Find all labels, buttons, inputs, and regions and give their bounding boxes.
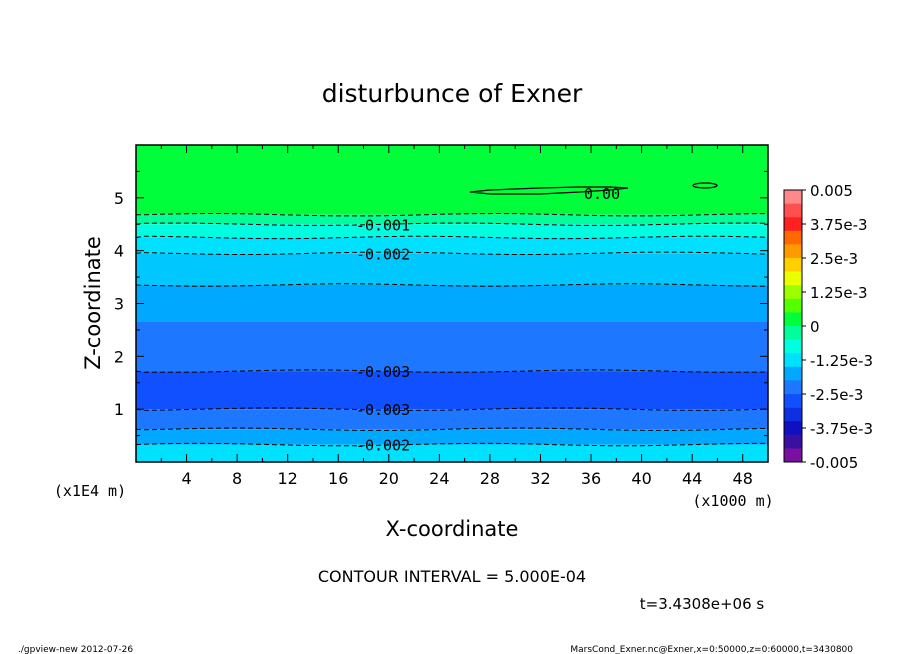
y-axis-ticks: 1 2 3 4 5 <box>114 170 768 437</box>
colorbar-swatch <box>784 448 802 463</box>
color-band <box>136 371 768 410</box>
x-axis-label: X-coordinate <box>386 517 519 541</box>
colorbar-label: 2.5e-3 <box>810 250 858 268</box>
contour-lines: -0.001 -0.002 -0.003 -0.003 -0.002 <box>135 212 769 455</box>
colorbar-swatch <box>784 271 802 286</box>
x-axis-unit: (x1000 m) <box>692 492 773 510</box>
footer-right: MarsCond_Exner.nc@Exner,x=0:50000,z=0:60… <box>570 645 853 654</box>
zero-contour-loop <box>692 182 718 189</box>
contour-line <box>135 407 769 411</box>
contour-label: -0.002 <box>356 245 410 263</box>
colorbar-swatch <box>784 421 802 436</box>
x-axis-ticks: 4 8 12 16 20 24 28 32 36 40 44 48 <box>160 145 769 488</box>
zero-contour-label: 0.00 <box>584 185 620 203</box>
y-tick-label: 3 <box>114 295 124 314</box>
y-axis-unit: (x1E4 m) <box>54 482 126 500</box>
color-band <box>136 253 768 286</box>
plot-area: -0.001-0.002-0.003-0.003-0.002 0.00 4 8 12… <box>114 144 769 488</box>
colorbar-labels: 0.005 3.75e-3 2.5e-3 1.25e-3 0 -1.25e-3 -2.5e-… <box>802 182 873 472</box>
colorbar-swatch <box>784 353 802 368</box>
x-tick-label: 16 <box>328 469 348 488</box>
y-axis-label: Z-coordinate <box>81 236 105 370</box>
contour-line <box>135 369 769 373</box>
color-band <box>136 285 768 322</box>
colorbar-swatch <box>784 244 802 259</box>
colorbar-label: 1.25e-3 <box>810 284 868 302</box>
x-tick-label: 36 <box>581 469 601 488</box>
colorbar-swatch <box>784 312 802 327</box>
y-tick-label: 1 <box>114 400 124 419</box>
contour-label: -0.001 <box>356 216 410 234</box>
color-band <box>136 145 768 215</box>
x-tick-label: 28 <box>480 469 500 488</box>
colorbar-swatch <box>784 407 802 422</box>
x-tick-label: 4 <box>181 469 191 488</box>
colorbar-swatch <box>784 258 802 272</box>
x-tick-label: 8 <box>232 469 242 488</box>
zero-contour-line <box>469 186 629 195</box>
colorbar-swatches <box>784 190 802 463</box>
contour-line <box>135 222 769 226</box>
x-tick-label: 44 <box>682 469 702 488</box>
contour-line <box>135 251 769 255</box>
color-band <box>136 237 768 254</box>
time-text: t=3.4308e+06 s <box>640 595 765 613</box>
colorbar-label: 3.75e-3 <box>810 216 868 234</box>
colorbar-label: -2.5e-3 <box>810 386 863 404</box>
colorbar-swatch <box>784 298 802 313</box>
contour-line <box>135 427 769 431</box>
footer-left: ./gpview-new 2012-07-26 <box>18 645 133 654</box>
colorbar-swatch <box>784 203 802 218</box>
contour-label: -0.003 <box>356 401 410 419</box>
colorbar-swatch <box>784 190 802 204</box>
color-band <box>136 429 768 445</box>
colorbar: 0.005 3.75e-3 2.5e-3 1.25e-3 0 -1.25e-3 -2.5e-… <box>783 182 873 472</box>
colorbar-label: -3.75e-3 <box>810 420 873 438</box>
colorbar-swatch <box>784 394 802 408</box>
contour-label: -0.003 <box>356 363 410 381</box>
contour-line <box>135 235 769 240</box>
y-tick-label: 5 <box>114 189 124 208</box>
y-tick-label: 4 <box>114 242 124 261</box>
colorbar-swatch <box>784 434 802 449</box>
colorbar-swatch <box>784 326 802 340</box>
contour-line <box>135 442 768 447</box>
x-tick-label: 48 <box>733 469 753 488</box>
colorbar-swatch <box>784 380 802 395</box>
x-tick-label: 12 <box>278 469 298 488</box>
colorbar-label: -0.005 <box>810 454 858 472</box>
colorbar-label: -1.25e-3 <box>810 352 873 370</box>
contour-line <box>136 212 768 217</box>
colorbar-swatch <box>784 217 802 232</box>
contour-label: -0.002 <box>356 437 410 455</box>
x-tick-label: 24 <box>429 469 449 488</box>
x-tick-label: 32 <box>530 469 550 488</box>
colorbar-swatch <box>784 285 802 300</box>
color-band <box>136 409 768 430</box>
contour-line <box>135 283 768 287</box>
color-band <box>136 214 768 225</box>
colorbar-swatch <box>784 366 802 381</box>
color-band <box>136 224 768 238</box>
color-bands <box>136 145 768 462</box>
color-band <box>136 321 768 372</box>
x-tick-label: 40 <box>631 469 651 488</box>
colorbar-swatch <box>784 230 802 245</box>
contour-interval-text: CONTOUR INTERVAL = 5.000E-04 <box>318 567 586 586</box>
colorbar-label: 0.005 <box>810 182 853 200</box>
x-tick-label: 20 <box>379 469 399 488</box>
colorbar-swatch <box>784 339 802 354</box>
chart-title: disturbunce of Exner <box>322 79 583 108</box>
color-band <box>136 444 768 462</box>
colorbar-label: 0 <box>810 318 820 336</box>
y-tick-label: 2 <box>114 347 124 366</box>
